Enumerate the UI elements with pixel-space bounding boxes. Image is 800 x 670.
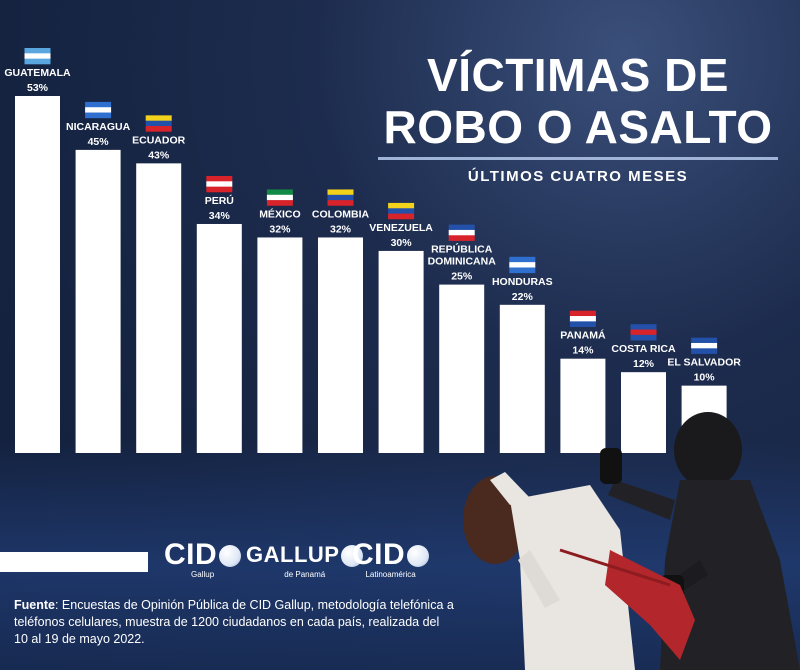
country-label: HONDURAS [492,276,553,288]
bar-perú [196,223,242,453]
value-label: 32% [269,223,291,235]
value-label: 12% [633,358,655,370]
bar-colombia [318,237,363,453]
robber-figure [600,412,800,670]
handbag-icon [605,550,695,660]
country-label: EL SALVADOR [667,357,741,369]
bar-méxico [257,237,303,453]
bar-nicaragua [75,149,121,454]
bottom-accent-bar [0,552,148,572]
glove-icon [600,448,622,484]
bar-ecuador [136,163,182,453]
honduras-flag-icon [509,256,536,274]
title-line-2: ROBO O ASALTO [383,101,773,153]
value-label: 34% [209,210,231,222]
gallup-panama-logo: GALLUP de Panamá [246,540,364,580]
title-divider [378,157,778,160]
bar-guatemala [15,96,60,453]
source-text: : Encuestas de Opinión Pública de CID Ga… [14,598,454,646]
country-label: REPÚBLICA [431,243,493,256]
victim-figure [463,472,695,670]
subtitle: ÚLTIMOS CUATRO MESES [467,168,689,185]
country-label: PANAMÁ [560,329,606,342]
bar-honduras [499,304,545,453]
country-label: VENEZUELA [369,222,433,234]
value-label: 53% [27,82,49,94]
bar-costa-rica [621,372,666,453]
costa-rica-flag-icon [630,324,657,341]
country-label: NICARAGUA [66,121,131,133]
country-label: COSTA RICA [611,343,676,355]
value-label: 22% [512,291,534,303]
country-label: COLOMBIA [312,208,370,220]
globe-icon [341,545,364,568]
country-label: MÉXICO [259,207,300,220]
mexico-flag-icon [266,189,293,206]
el-salvador-flag-icon [691,337,718,354]
value-label: 25% [451,271,473,283]
country-label: ECUADOR [132,134,186,146]
title-line-1: VÍCTIMAS DE [427,49,729,101]
venezuela-flag-icon [388,202,415,220]
nicaragua-flag-icon [85,101,112,119]
bar-panamá [560,358,606,453]
country-label: GUATEMALA [4,67,71,79]
globe-icon [407,545,430,568]
panama-flag-icon [569,310,596,327]
country-label: PERÚ [205,194,234,207]
colombia-flag-icon [327,189,354,206]
value-label: 45% [88,136,110,148]
country-label: DOMINICANA [428,256,497,268]
value-label: 30% [391,237,413,249]
bar-república-dominicana [439,284,485,453]
source-label: Fuente [14,598,55,612]
guatemala-flag-icon [24,48,51,65]
value-label: 10% [694,372,716,384]
bar-venezuela [378,250,424,453]
value-label: 32% [330,223,352,235]
value-label: 14% [572,345,594,357]
robbery-photo [463,412,800,670]
cid-gallup-logo: CID Gallup [164,540,242,580]
globe-icon [219,545,242,568]
peru-flag-icon [206,175,233,193]
cid-latinoamerica-logo: CID Latinoamérica [352,540,430,580]
dominican-republic-flag-icon [448,224,475,241]
ecuador-flag-icon [145,115,172,132]
source-note: Fuente: Encuestas de Opinión Pública de … [14,597,454,648]
value-label: 43% [148,149,170,161]
